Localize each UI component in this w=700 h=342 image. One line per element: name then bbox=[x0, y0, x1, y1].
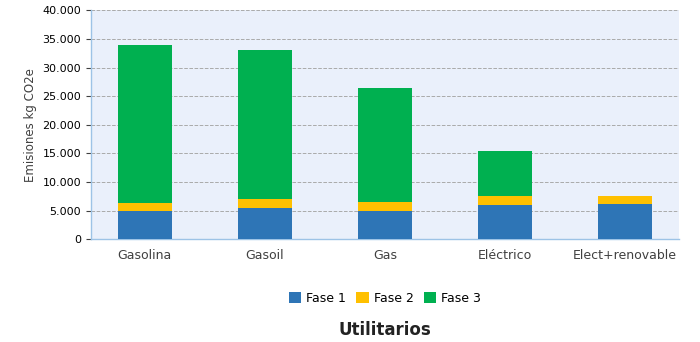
Bar bbox=[478, 196, 532, 205]
Y-axis label: Emisiones kg CO2e: Emisiones kg CO2e bbox=[24, 68, 37, 182]
Bar bbox=[598, 196, 652, 205]
Bar bbox=[358, 211, 412, 239]
Bar bbox=[478, 205, 532, 239]
Legend: Fase 1, Fase 2, Fase 3: Fase 1, Fase 2, Fase 3 bbox=[284, 287, 486, 310]
Bar bbox=[238, 50, 292, 199]
Text: Utilitarios: Utilitarios bbox=[339, 320, 431, 339]
Bar bbox=[358, 88, 412, 202]
Bar bbox=[118, 203, 172, 211]
Bar bbox=[478, 150, 532, 196]
Bar bbox=[598, 205, 652, 239]
Bar bbox=[118, 211, 172, 239]
Bar bbox=[118, 44, 172, 203]
Bar bbox=[238, 209, 292, 239]
Bar bbox=[238, 199, 292, 209]
Bar bbox=[358, 202, 412, 211]
